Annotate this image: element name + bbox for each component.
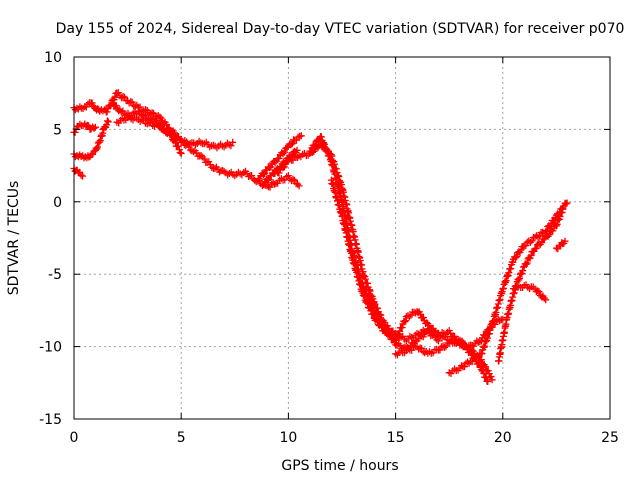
x-tick-label: 0	[70, 430, 79, 446]
y-tick-label: -5	[48, 267, 62, 283]
y-tick-label: 0	[53, 195, 62, 211]
series-arc-e	[102, 89, 303, 191]
y-tick-labels: -15 -10 -5 0 5 10	[39, 50, 62, 428]
series-markers	[113, 113, 185, 157]
x-tick-label: 20	[494, 430, 512, 446]
series-markers	[445, 349, 485, 377]
y-tick-label: -10	[39, 340, 62, 356]
x-tick-label: 5	[177, 430, 186, 446]
x-tick-label: 10	[279, 430, 297, 446]
series-markers	[102, 89, 303, 191]
y-axis-label: SDTVAR / TECUs	[6, 181, 22, 296]
ticks	[73, 56, 611, 420]
series-arc-n	[445, 349, 485, 377]
y-tick-label: 5	[53, 122, 62, 138]
x-tick-label: 25	[601, 430, 619, 446]
x-tick-labels: 0 5 10 15 20 25	[70, 430, 619, 446]
plot-frame	[73, 56, 611, 420]
series-arc-o	[477, 199, 571, 358]
series-markers	[254, 132, 305, 183]
series-arc-r	[552, 237, 569, 253]
data-points	[70, 89, 571, 385]
series-markers	[477, 199, 571, 358]
y-tick-label: -15	[39, 412, 62, 428]
series-arc-h	[254, 132, 305, 183]
series-markers	[327, 176, 507, 351]
series-arc-q	[510, 281, 550, 304]
series-markers	[510, 281, 550, 304]
chart-title: Day 155 of 2024, Sidereal Day-to-day VTE…	[56, 21, 625, 37]
series-arc-l	[327, 176, 507, 351]
series-arc-g	[113, 113, 185, 157]
y-tick-label: 10	[44, 50, 62, 66]
grid	[74, 57, 610, 419]
x-tick-label: 15	[387, 430, 405, 446]
series-markers	[552, 237, 569, 253]
x-axis-label: GPS time / hours	[281, 458, 398, 474]
